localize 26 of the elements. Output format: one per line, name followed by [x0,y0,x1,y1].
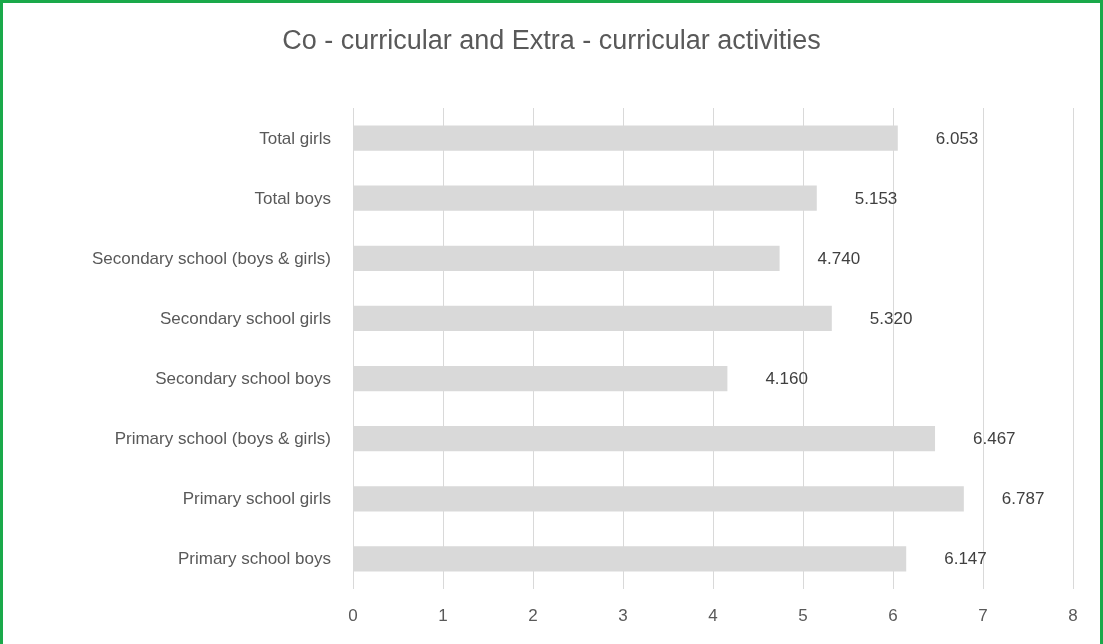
y-tick-label: Primary school (boys & girls) [114,429,331,449]
x-tick-label: 8 [1068,606,1078,625]
x-tick-label: 0 [348,606,358,625]
x-tick-label: 3 [618,606,628,625]
x-tick-label: 1 [438,606,448,625]
y-tick-label: Total girls [259,128,331,148]
x-tick-label: 4 [708,606,718,625]
y-tick-label: Primary school boys [177,549,331,569]
data-label: 6.787 [1001,489,1045,509]
data-label: 6.467 [973,429,1016,449]
data-label: 5.320 [869,308,913,328]
y-tick-label: Total boys [254,188,331,208]
data-label: 4.740 [817,248,861,268]
y-tick-label: Secondary school (boys & girls) [91,248,331,268]
y-tick-label: Secondary school boys [155,369,331,389]
y-tick-label: Secondary school girls [159,308,331,328]
data-label: 4.160 [765,369,808,389]
chart-title: Co - curricular and Extra - curricular activities [282,24,821,55]
y-tick-label: Primary school girls [182,489,331,509]
x-tick-label: 6 [888,606,898,625]
x-tick-label: 7 [978,606,988,625]
data-label: 6.053 [935,128,979,148]
data-label: 5.153 [854,188,898,208]
data-label: 6.147 [944,549,987,569]
x-tick-label: 5 [798,606,808,625]
x-tick-label: 2 [528,606,538,625]
